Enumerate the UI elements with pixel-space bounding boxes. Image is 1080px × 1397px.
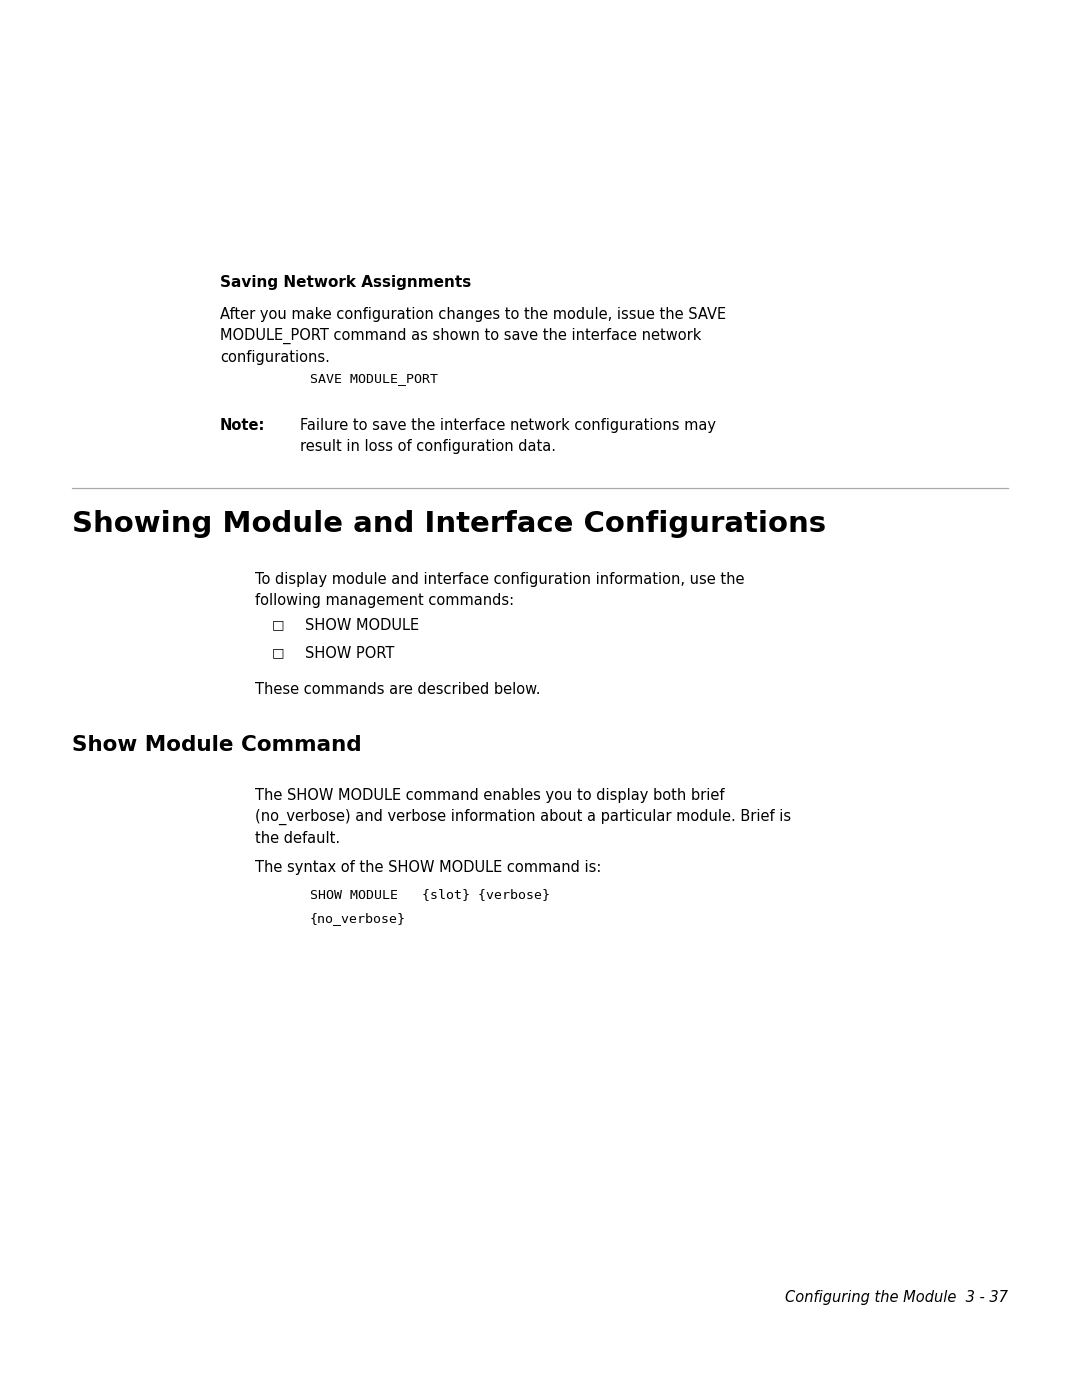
Text: The syntax of the SHOW MODULE command is:: The syntax of the SHOW MODULE command is… (255, 861, 602, 875)
Text: SHOW MODULE   {slot} {verbose}: SHOW MODULE {slot} {verbose} (310, 888, 550, 901)
Text: Failure to save the interface network configurations may
result in loss of confi: Failure to save the interface network co… (300, 418, 716, 454)
Text: These commands are described below.: These commands are described below. (255, 682, 540, 697)
Text: {no_verbose}: {no_verbose} (310, 912, 406, 925)
Text: □: □ (272, 645, 284, 659)
Text: Configuring the Module  3 - 37: Configuring the Module 3 - 37 (785, 1289, 1008, 1305)
Text: Showing Module and Interface Configurations: Showing Module and Interface Configurati… (72, 510, 826, 538)
Text: SAVE MODULE_PORT: SAVE MODULE_PORT (310, 372, 438, 386)
Text: Saving Network Assignments: Saving Network Assignments (220, 275, 471, 291)
Text: Show Module Command: Show Module Command (72, 735, 362, 754)
Text: SHOW MODULE: SHOW MODULE (305, 617, 419, 633)
Text: □: □ (272, 617, 284, 631)
Text: After you make configuration changes to the module, issue the SAVE
MODULE_PORT c: After you make configuration changes to … (220, 307, 726, 365)
Text: The SHOW MODULE command enables you to display both brief
(no_verbose) and verbo: The SHOW MODULE command enables you to d… (255, 788, 792, 847)
Text: Note:: Note: (220, 418, 266, 433)
Text: To display module and interface configuration information, use the
following man: To display module and interface configur… (255, 571, 744, 608)
Text: SHOW PORT: SHOW PORT (305, 645, 394, 661)
